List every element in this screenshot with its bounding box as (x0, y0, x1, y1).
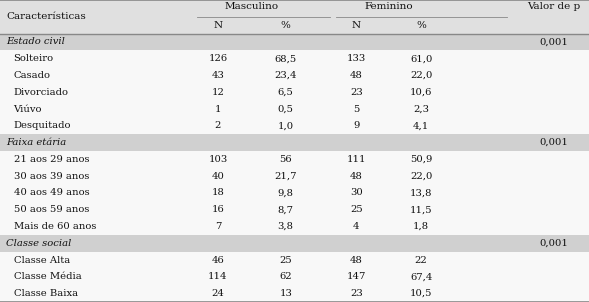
Text: 50,9: 50,9 (410, 155, 432, 164)
Bar (0, 34, 589, 50)
Text: 7: 7 (215, 222, 221, 231)
Bar (0, 117, 589, 134)
Text: 111: 111 (346, 155, 366, 164)
Text: 13,8: 13,8 (410, 188, 432, 198)
Text: Características: Características (6, 12, 85, 21)
Bar (0, 285, 589, 302)
Bar (0, 252, 589, 268)
Text: 103: 103 (209, 155, 227, 164)
Text: 8,7: 8,7 (277, 205, 294, 214)
Bar (0, 268, 589, 285)
Text: 30: 30 (350, 188, 363, 198)
Text: Desquitado: Desquitado (14, 121, 71, 130)
Text: 1,0: 1,0 (277, 121, 294, 130)
Text: Divorciado: Divorciado (14, 88, 68, 97)
Text: 0,001: 0,001 (539, 37, 568, 47)
Bar (0, 84, 589, 101)
Text: 4,1: 4,1 (413, 121, 429, 130)
Text: Valor de p: Valor de p (527, 2, 580, 11)
Text: 67,4: 67,4 (410, 272, 432, 281)
Text: Estado civil: Estado civil (6, 37, 65, 47)
Text: 25: 25 (350, 205, 363, 214)
Text: 48: 48 (350, 172, 363, 181)
Bar (0, 50, 589, 67)
Text: 10,5: 10,5 (410, 289, 432, 298)
Text: 23: 23 (350, 289, 363, 298)
Text: 48: 48 (350, 71, 363, 80)
Text: 147: 147 (347, 272, 366, 281)
Text: 62: 62 (279, 272, 292, 281)
Text: Classe Média: Classe Média (14, 272, 81, 281)
Text: 22: 22 (415, 255, 428, 265)
Text: 40 aos 49 anos: 40 aos 49 anos (14, 188, 89, 198)
Text: 50 aos 59 anos: 50 aos 59 anos (14, 205, 89, 214)
Text: 13: 13 (279, 289, 292, 298)
Text: 43: 43 (211, 71, 224, 80)
Text: 114: 114 (208, 272, 228, 281)
Text: 3,8: 3,8 (277, 222, 294, 231)
Text: Viúvo: Viúvo (14, 104, 42, 114)
Text: Classe Alta: Classe Alta (14, 255, 70, 265)
Text: N: N (352, 21, 361, 30)
Text: 25: 25 (279, 255, 292, 265)
Text: Classe social: Classe social (6, 239, 71, 248)
Text: Faixa etária: Faixa etária (6, 138, 66, 147)
Text: 5: 5 (353, 104, 359, 114)
Bar (0, 101, 589, 117)
Bar (0, 235, 589, 252)
Text: 9: 9 (353, 121, 359, 130)
Text: 2: 2 (215, 121, 221, 130)
Text: Casado: Casado (14, 71, 51, 80)
Text: 10,6: 10,6 (410, 88, 432, 97)
Text: 0,001: 0,001 (539, 138, 568, 147)
Bar (0, 201, 589, 218)
Bar (0, 134, 589, 151)
Bar (0, 168, 589, 185)
Bar (0, 67, 589, 84)
Bar (0, 185, 589, 201)
Text: 16: 16 (211, 205, 224, 214)
Text: 126: 126 (209, 54, 227, 63)
Text: 9,8: 9,8 (277, 188, 294, 198)
Text: Feminino: Feminino (365, 2, 413, 11)
Text: 30 aos 39 anos: 30 aos 39 anos (14, 172, 89, 181)
Bar (0, 218, 589, 235)
Text: 12: 12 (211, 88, 224, 97)
Text: 22,0: 22,0 (410, 71, 432, 80)
Text: 61,0: 61,0 (410, 54, 432, 63)
Text: 2,3: 2,3 (413, 104, 429, 114)
Bar (0, 0, 589, 17)
Text: 68,5: 68,5 (274, 54, 297, 63)
Bar (0, 17, 589, 34)
Text: 0,5: 0,5 (277, 104, 294, 114)
Text: 11,5: 11,5 (410, 205, 432, 214)
Text: N: N (213, 21, 223, 30)
Text: Solteiro: Solteiro (14, 54, 54, 63)
Text: 1: 1 (214, 104, 221, 114)
Text: Mais de 60 anos: Mais de 60 anos (14, 222, 96, 231)
Text: 48: 48 (350, 255, 363, 265)
Text: 22,0: 22,0 (410, 172, 432, 181)
Text: 23,4: 23,4 (274, 71, 297, 80)
Text: 133: 133 (347, 54, 366, 63)
Text: %: % (416, 21, 426, 30)
Text: 1,8: 1,8 (413, 222, 429, 231)
Text: Classe Baixa: Classe Baixa (14, 289, 78, 298)
Text: 21,7: 21,7 (274, 172, 297, 181)
Text: 18: 18 (211, 188, 224, 198)
Text: Masculino: Masculino (224, 2, 279, 11)
Text: %: % (281, 21, 290, 30)
Text: 56: 56 (279, 155, 292, 164)
Text: 6,5: 6,5 (278, 88, 293, 97)
Text: 24: 24 (211, 289, 224, 298)
Text: 46: 46 (211, 255, 224, 265)
Text: 23: 23 (350, 88, 363, 97)
Text: 40: 40 (211, 172, 224, 181)
Text: 21 aos 29 anos: 21 aos 29 anos (14, 155, 89, 164)
Text: 4: 4 (353, 222, 360, 231)
Bar (0, 151, 589, 168)
Text: 0,001: 0,001 (539, 239, 568, 248)
